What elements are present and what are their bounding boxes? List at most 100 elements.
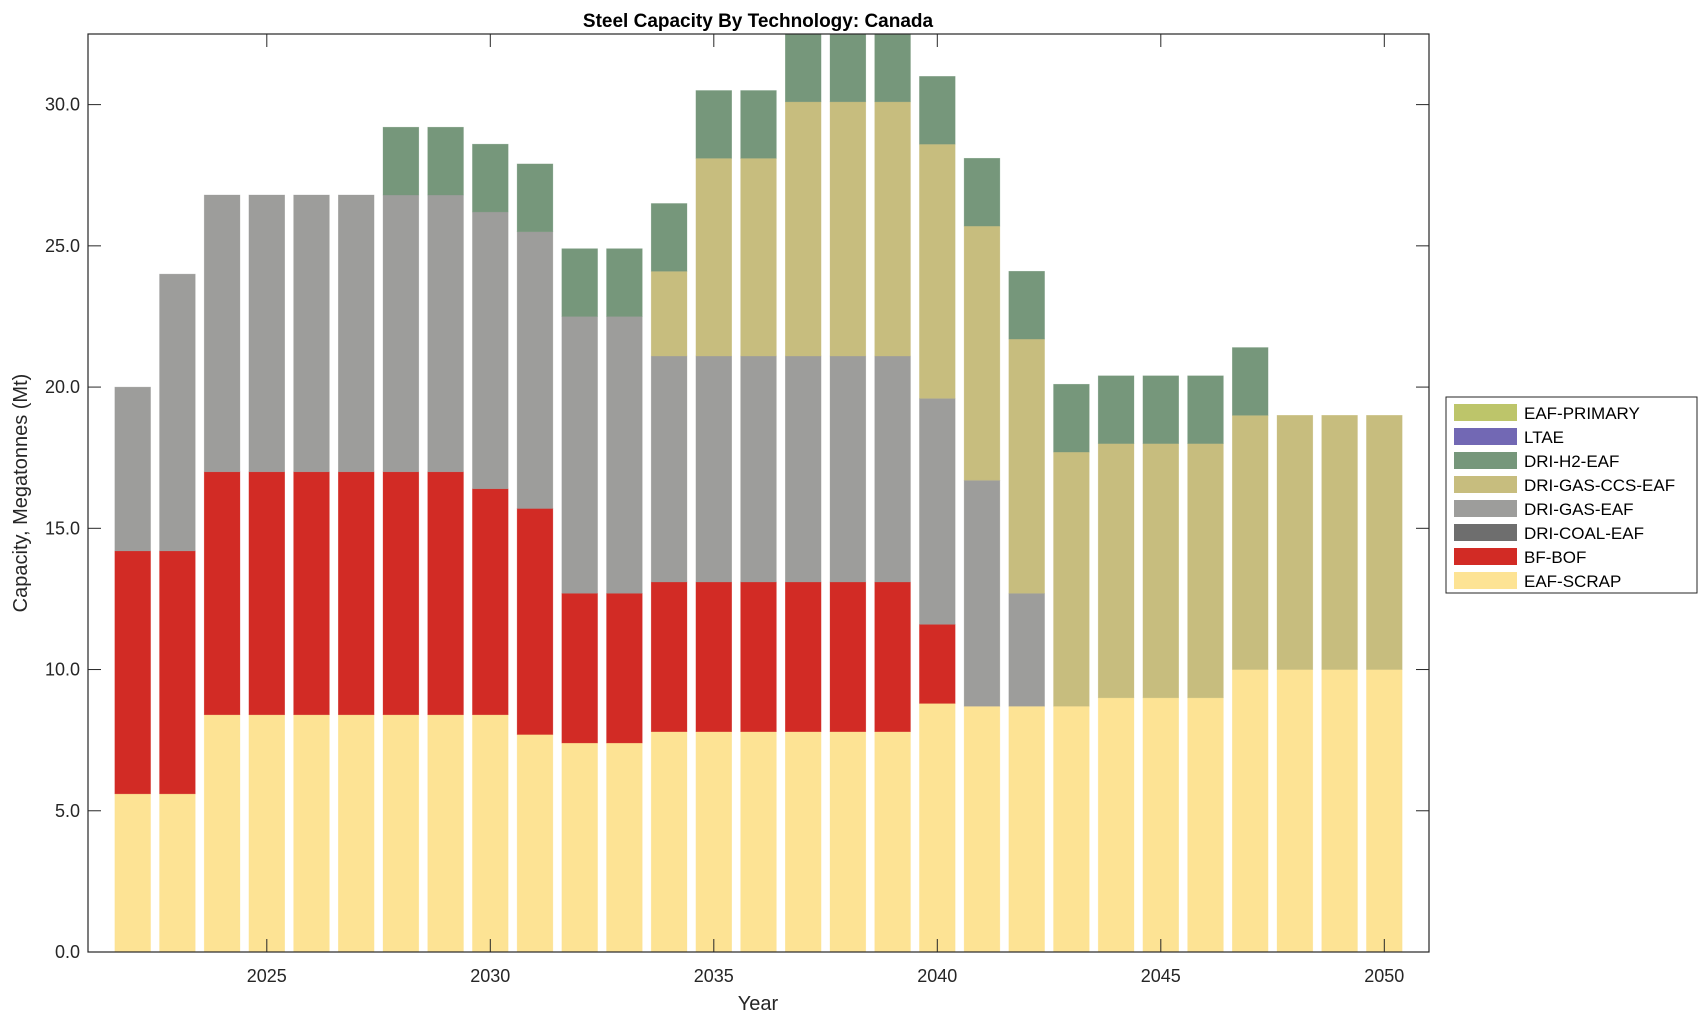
bar-segment-bf-bof-2036 (740, 581, 777, 732)
legend-label-dri-gas-ccs-eaf: DRI-GAS-CCS-EAF (1524, 476, 1675, 495)
legend-label-dri-gas-eaf: DRI-GAS-EAF (1524, 500, 1634, 519)
bar-segment-dri-h2-eaf-2028 (382, 126, 420, 196)
chart-title: Steel Capacity By Technology: Canada (583, 11, 934, 32)
bar-segment-eaf-scrap-2023 (159, 793, 196, 952)
bar-segment-dri-gas-eaf-2029 (427, 194, 464, 473)
bar-segment-eaf-scrap-2046 (1187, 697, 1224, 952)
bar-segment-eaf-scrap-2039 (874, 731, 911, 952)
y-axis-label: Capacity, Megatonnes (Mt) (10, 374, 32, 613)
bar-segment-bf-bof-2039 (874, 581, 911, 732)
y-tick-label: 20.0 (45, 377, 80, 397)
bar-segment-eaf-scrap-2038 (829, 731, 867, 952)
bar-segment-dri-gas-eaf-2023 (159, 273, 196, 552)
bar-segment-dri-h2-eaf-2037 (785, 34, 822, 103)
bar-segment-eaf-scrap-2041 (963, 705, 1001, 952)
bar-segment-dri-gas-eaf-2027 (338, 194, 375, 473)
legend-label-ltae: LTAE (1524, 428, 1564, 447)
bar-segment-eaf-scrap-2034 (650, 731, 688, 952)
bar-segment-dri-gas-ccs-eaf-2036 (740, 157, 777, 357)
legend-label-dri-coal-eaf: DRI-COAL-EAF (1524, 524, 1644, 543)
bar-segment-dri-gas-ccs-eaf-2045 (1142, 443, 1179, 699)
y-tick-label: 30.0 (45, 95, 80, 115)
bar-segment-eaf-scrap-2027 (338, 714, 375, 952)
bar-segment-dri-gas-ccs-eaf-2046 (1187, 443, 1224, 699)
bar-segment-dri-h2-eaf-2032 (561, 248, 598, 317)
bar-segment-dri-gas-ccs-eaf-2048 (1276, 415, 1314, 670)
bar-segment-dri-h2-eaf-2029 (427, 126, 464, 196)
bar-segment-eaf-scrap-2029 (427, 714, 464, 952)
bar-segment-bf-bof-2023 (159, 550, 196, 795)
bar-segment-bf-bof-2034 (650, 581, 688, 732)
bar-segment-eaf-scrap-2036 (740, 731, 777, 952)
bar-segment-dri-h2-eaf-2035 (695, 90, 732, 159)
bar-segment-dri-h2-eaf-2041 (963, 157, 1001, 227)
legend-swatch-dri-h2-eaf (1454, 452, 1517, 469)
bar-segment-dri-h2-eaf-2030 (472, 143, 509, 213)
bar-segment-dri-gas-ccs-eaf-2044 (1097, 443, 1135, 699)
bar-segment-eaf-scrap-2035 (695, 731, 732, 952)
bar-segment-dri-gas-eaf-2022 (114, 386, 151, 552)
x-tick-label: 2030 (470, 966, 510, 986)
bar-segment-bf-bof-2035 (695, 581, 732, 732)
bar-segment-bf-bof-2029 (427, 471, 464, 716)
bars-layer (114, 34, 1403, 952)
bar-segment-eaf-scrap-2050 (1366, 669, 1403, 952)
x-tick-label: 2045 (1141, 966, 1181, 986)
bar-segment-bf-bof-2025 (248, 471, 285, 716)
bar-segment-eaf-scrap-2043 (1053, 705, 1090, 952)
bar-segment-dri-h2-eaf-2039 (874, 34, 911, 103)
bar-segment-dri-gas-eaf-2031 (516, 231, 554, 509)
x-tick-label: 2040 (917, 966, 957, 986)
bar-segment-bf-bof-2032 (561, 592, 598, 744)
bar-segment-dri-h2-eaf-2033 (606, 248, 643, 317)
y-tick-label: 0.0 (55, 942, 80, 962)
bar-segment-dri-h2-eaf-2031 (516, 163, 554, 233)
bar-segment-dri-h2-eaf-2043 (1053, 383, 1090, 453)
bar-segment-dri-gas-ccs-eaf-2042 (1008, 338, 1045, 594)
bar-segment-dri-gas-eaf-2025 (248, 194, 285, 473)
x-tick-label: 2035 (694, 966, 734, 986)
bar-segment-dri-gas-eaf-2030 (472, 211, 509, 490)
bar-segment-eaf-scrap-2028 (382, 714, 420, 952)
legend-swatch-eaf-scrap (1454, 572, 1517, 589)
bar-segment-bf-bof-2037 (785, 581, 822, 732)
bar-segment-eaf-scrap-2025 (248, 714, 285, 952)
bar-segment-dri-gas-ccs-eaf-2043 (1053, 451, 1090, 707)
bar-segment-dri-gas-eaf-2028 (382, 194, 420, 473)
bar-segment-bf-bof-2030 (472, 488, 509, 716)
x-tick-label: 2050 (1364, 966, 1404, 986)
bar-segment-dri-gas-ccs-eaf-2039 (874, 101, 911, 357)
bar-segment-eaf-scrap-2042 (1008, 705, 1045, 952)
legend-swatch-dri-gas-eaf (1454, 500, 1517, 517)
bar-segment-dri-h2-eaf-2038 (829, 34, 867, 103)
bar-segment-dri-h2-eaf-2036 (740, 90, 777, 159)
bar-segment-dri-gas-eaf-2042 (1008, 592, 1045, 707)
legend: EAF-PRIMARY LTAE DRI-H2-EAF DRI-GAS-CCS-EAF… (1445, 396, 1698, 594)
legend-swatch-dri-gas-ccs-eaf (1454, 476, 1517, 493)
bar-segment-dri-gas-ccs-eaf-2041 (963, 225, 1001, 481)
bar-segment-dri-gas-ccs-eaf-2040 (919, 143, 956, 399)
y-tick-label: 25.0 (45, 236, 80, 256)
bar-segment-bf-bof-2027 (338, 471, 375, 716)
bar-segment-eaf-scrap-2045 (1142, 697, 1179, 952)
bar-segment-dri-gas-eaf-2034 (650, 355, 688, 583)
bar-segment-dri-h2-eaf-2046 (1187, 375, 1224, 444)
y-axis: 0.0 5.0 10.0 15.0 20.0 25.0 30.0 (45, 95, 1429, 962)
bar-segment-dri-gas-ccs-eaf-2049 (1321, 415, 1358, 670)
bar-segment-dri-gas-eaf-2041 (963, 479, 1001, 707)
legend-swatch-eaf-primary (1454, 404, 1517, 421)
plot-area-frame (87, 33, 1430, 953)
bar-segment-dri-h2-eaf-2042 (1008, 270, 1045, 340)
bar-segment-dri-h2-eaf-2047 (1232, 347, 1269, 416)
bar-segment-dri-gas-eaf-2033 (606, 316, 643, 594)
bar-segment-eaf-scrap-2048 (1276, 669, 1314, 952)
y-tick-label: 10.0 (45, 660, 80, 680)
bar-segment-eaf-scrap-2026 (293, 714, 330, 952)
legend-label-eaf-scrap: EAF-SCRAP (1524, 572, 1621, 591)
x-axis-label: Year (738, 993, 779, 1015)
bar-segment-bf-bof-2026 (293, 471, 330, 716)
y-tick-label: 15.0 (45, 518, 80, 538)
bar-segment-dri-gas-eaf-2040 (919, 398, 956, 625)
bar-segment-dri-gas-eaf-2036 (740, 355, 777, 583)
